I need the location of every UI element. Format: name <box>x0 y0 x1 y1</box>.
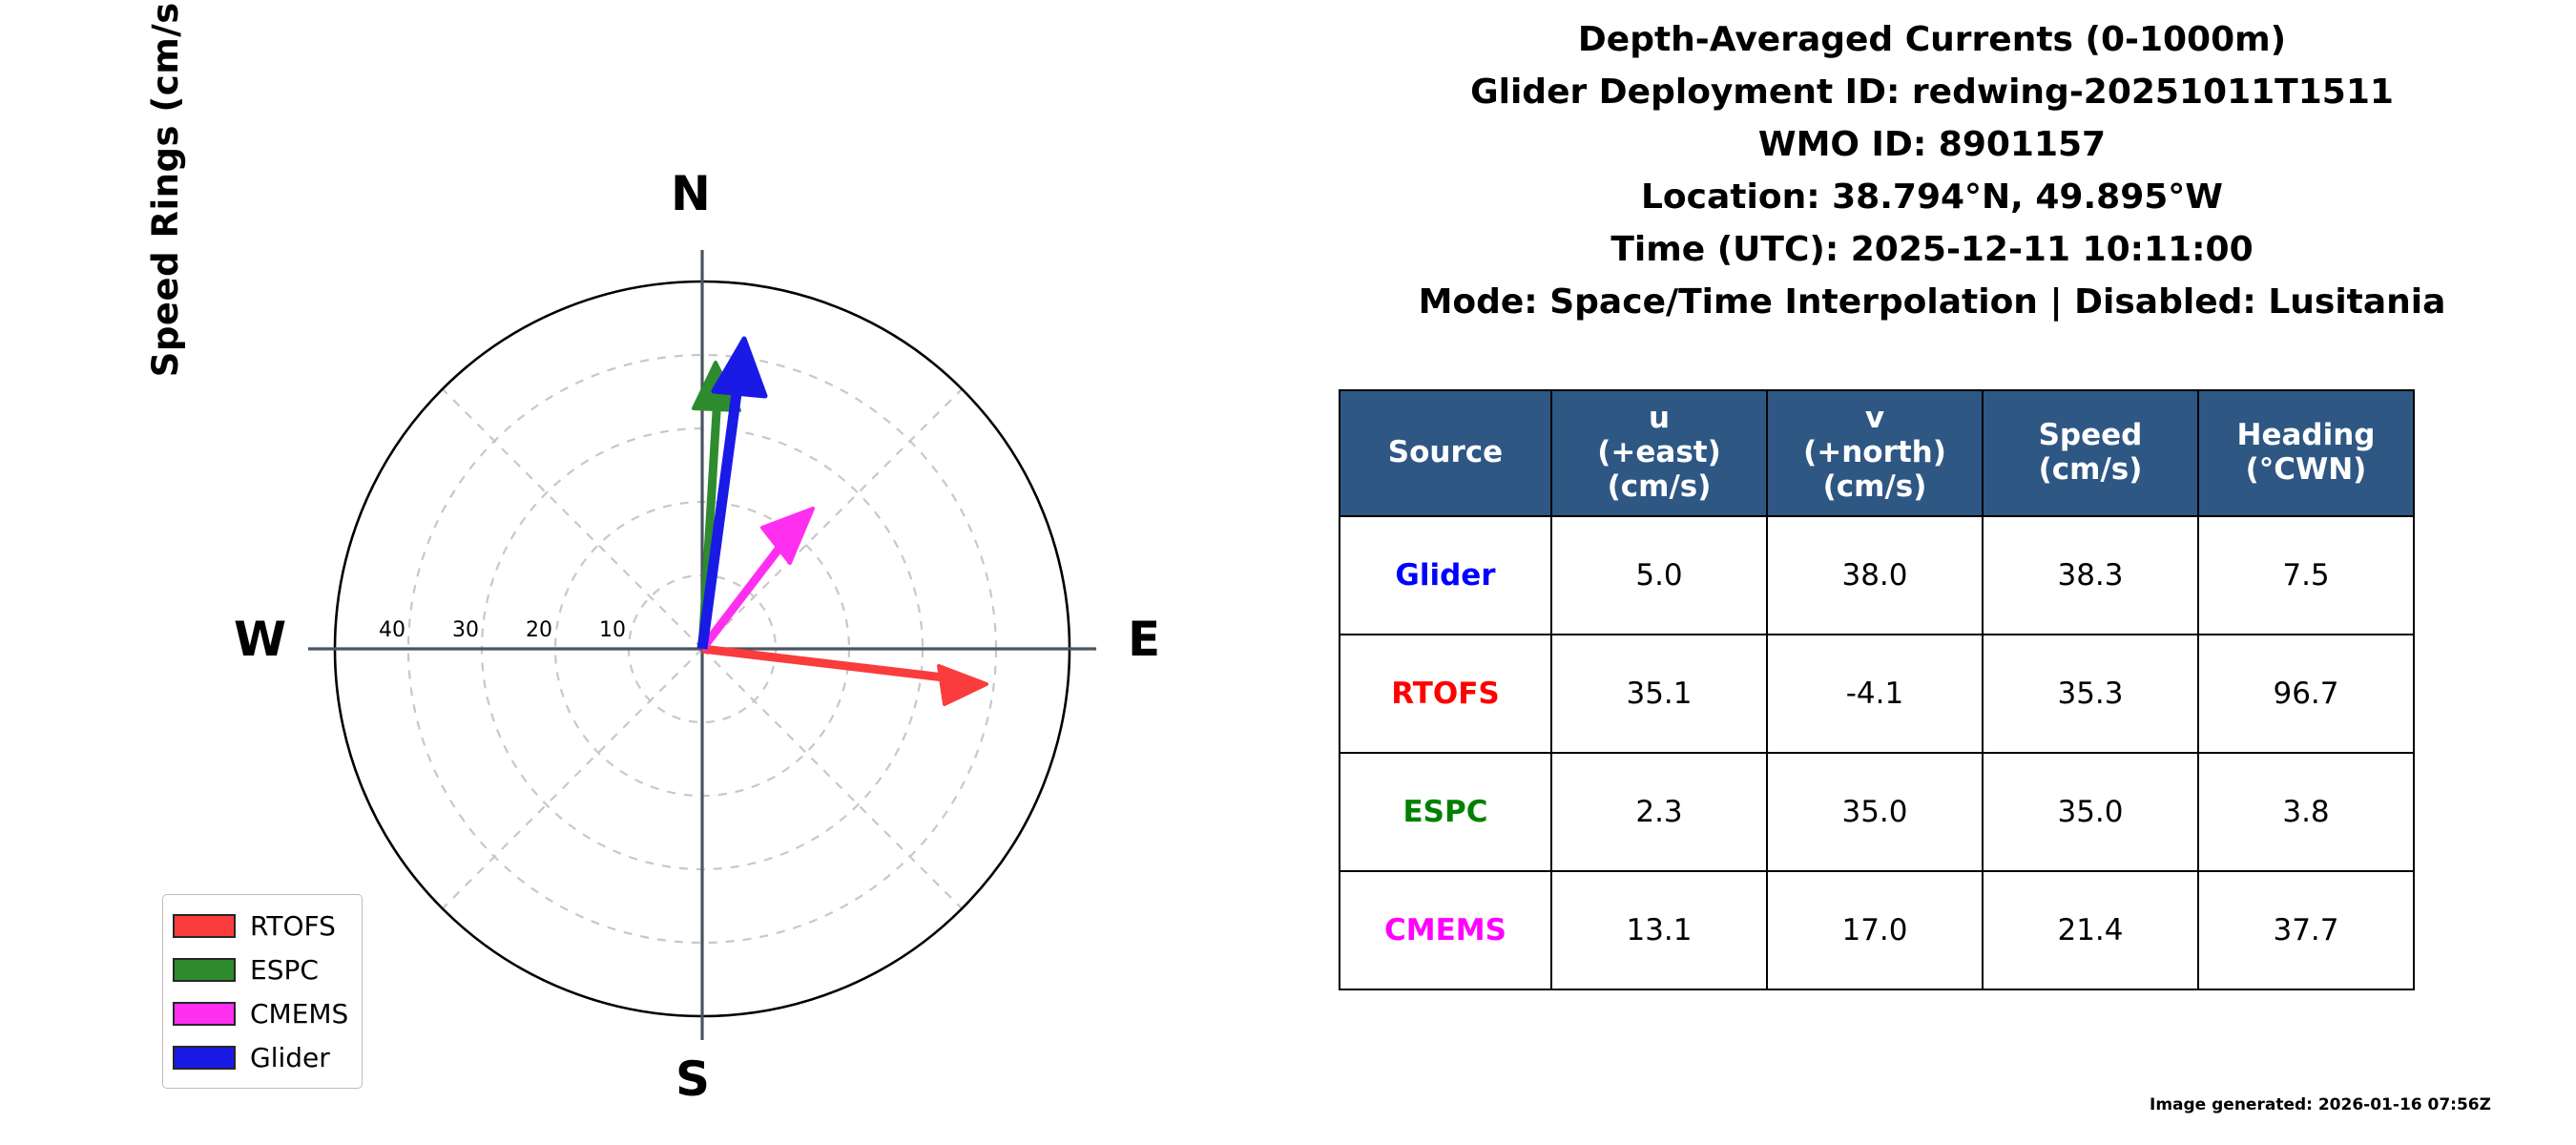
legend-item-glider[interactable]: Glider <box>173 1035 348 1079</box>
ring-tick-30: 30 <box>452 618 479 642</box>
legend-swatch-rtofs <box>173 913 236 938</box>
column-header-speed-l1: Speed <box>2038 418 2143 452</box>
column-header-v-l1: v <box>1864 401 1885 435</box>
cell-v-glider: 38.0 <box>1766 515 1984 635</box>
compass-label-west: W <box>234 612 287 667</box>
legend-item-cmems[interactable]: CMEMS <box>173 991 348 1035</box>
cell-source-glider: Glider <box>1339 515 1552 635</box>
column-header-speed: Speed (cm/s) <box>1982 389 2199 517</box>
polar-plot-svg <box>308 250 1096 1040</box>
title-block: Depth-Averaged Currents (0-1000m) Glider… <box>1288 13 2576 328</box>
ring-tick-20: 20 <box>526 618 552 642</box>
column-header-source: Source <box>1339 389 1552 517</box>
title-line-mode: Mode: Space/Time Interpolation | Disable… <box>1418 282 2446 322</box>
column-header-heading-l1: Heading <box>2236 418 2376 452</box>
column-header-source-l1: Source <box>1387 435 1504 469</box>
legend-label-glider: Glider <box>250 1041 330 1073</box>
column-header-heading-l2: (°CWN) <box>2245 452 2367 487</box>
cell-v-rtofs: -4.1 <box>1766 634 1984 754</box>
table-header-row: Source u (+east) (cm/s) v (+north) (cm/s… <box>1339 389 2415 517</box>
vector-glider <box>696 336 768 650</box>
column-header-u: u (+east) (cm/s) <box>1550 389 1768 517</box>
ring-tick-40: 40 <box>379 618 405 642</box>
table-row: CMEMS 13.1 17.0 21.4 37.7 <box>1339 870 2415 990</box>
cell-v-cmems: 17.0 <box>1766 870 1984 990</box>
currents-table: Source u (+east) (cm/s) v (+north) (cm/s… <box>1339 389 2415 990</box>
cell-speed-espc: 35.0 <box>1982 752 2199 872</box>
cell-speed-cmems: 21.4 <box>1982 870 2199 990</box>
title-line-wmo: WMO ID: 8901157 <box>1757 125 2107 164</box>
cell-source-espc: ESPC <box>1339 752 1552 872</box>
vector-cmems <box>698 507 815 652</box>
vector-rtofs <box>701 644 988 706</box>
compass-label-north: N <box>671 166 711 221</box>
cell-heading-cmems: 37.7 <box>2197 870 2415 990</box>
legend-label-espc: ESPC <box>250 953 319 986</box>
title-line-time: Time (UTC): 2025-12-11 10:11:00 <box>1610 230 2254 269</box>
column-header-v-l3: (cm/s) <box>1822 469 1927 504</box>
table-row: RTOFS 35.1 -4.1 35.3 96.7 <box>1339 634 2415 754</box>
legend-label-cmems: CMEMS <box>250 997 349 1030</box>
column-header-v-l2: (+north) <box>1803 435 1946 469</box>
cell-heading-espc: 3.8 <box>2197 752 2415 872</box>
compass-label-east: E <box>1128 612 1161 667</box>
cell-u-espc: 2.3 <box>1550 752 1768 872</box>
title-line-location: Location: 38.794°N, 49.895°W <box>1640 177 2224 217</box>
legend-item-espc[interactable]: ESPC <box>173 947 348 991</box>
cell-source-cmems: CMEMS <box>1339 870 1552 990</box>
legend-swatch-glider <box>173 1045 236 1070</box>
ring-tick-10: 10 <box>599 618 626 642</box>
cell-heading-rtofs: 96.7 <box>2197 634 2415 754</box>
cell-v-espc: 35.0 <box>1766 752 1984 872</box>
y-axis-label: Speed Rings (cm/s) <box>145 0 186 378</box>
cell-speed-rtofs: 35.3 <box>1982 634 2199 754</box>
title-line-deployment: Glider Deployment ID: redwing-20251011T1… <box>1470 73 2394 112</box>
info-panel: Depth-Averaged Currents (0-1000m) Glider… <box>1288 0 2576 1145</box>
cell-heading-glider: 7.5 <box>2197 515 2415 635</box>
column-header-u-l1: u <box>1648 401 1671 435</box>
legend-swatch-cmems <box>173 1001 236 1026</box>
legend-swatch-espc <box>173 957 236 982</box>
column-header-speed-l2: (cm/s) <box>2038 452 2143 487</box>
plot-legend: RTOFS ESPC CMEMS Glider <box>162 894 364 1089</box>
column-header-u-l3: (cm/s) <box>1607 469 1712 504</box>
column-header-v: v (+north) (cm/s) <box>1766 389 1984 517</box>
column-header-heading: Heading (°CWN) <box>2197 389 2415 517</box>
cell-u-cmems: 13.1 <box>1550 870 1768 990</box>
legend-label-rtofs: RTOFS <box>250 909 336 942</box>
legend-item-rtofs[interactable]: RTOFS <box>173 904 348 947</box>
cell-u-glider: 5.0 <box>1550 515 1768 635</box>
table-row: Glider 5.0 38.0 38.3 7.5 <box>1339 515 2415 635</box>
title-line-currents: Depth-Averaged Currents (0-1000m) <box>1577 20 2287 59</box>
cell-source-rtofs: RTOFS <box>1339 634 1552 754</box>
table-row: ESPC 2.3 35.0 35.0 3.8 <box>1339 752 2415 872</box>
compass-label-south: S <box>675 1051 711 1107</box>
column-header-u-l2: (+east) <box>1597 435 1721 469</box>
image-generated-stamp: Image generated: 2026-01-16 07:56Z <box>2150 1095 2491 1114</box>
cell-u-rtofs: 35.1 <box>1550 634 1768 754</box>
polar-plot-panel: Speed Rings (cm/s) N S W E 40 30 20 10 R… <box>145 0 1161 1107</box>
cell-speed-glider: 38.3 <box>1982 515 2199 635</box>
